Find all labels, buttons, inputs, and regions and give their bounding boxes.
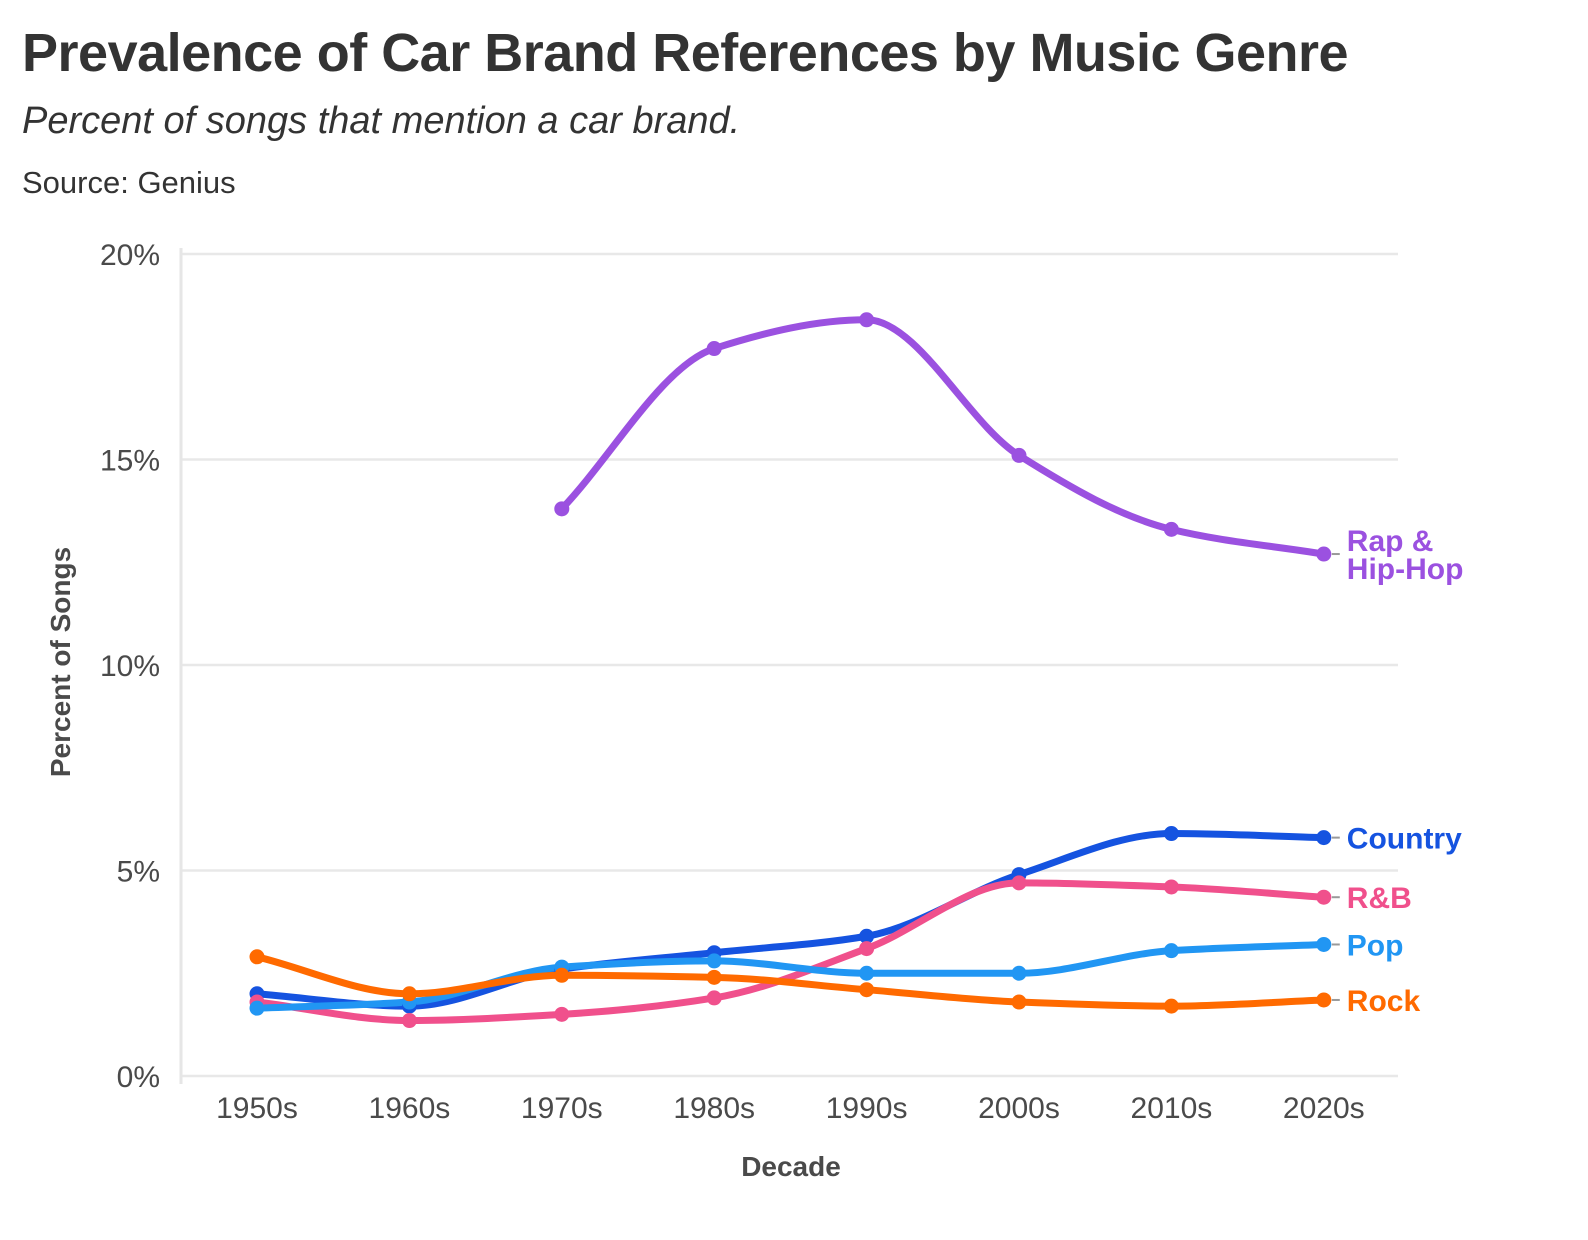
data-point-rock <box>859 982 875 998</box>
gridlines <box>181 252 1398 1078</box>
data-point-country <box>1316 830 1332 846</box>
series-line-country <box>253 830 1328 1010</box>
x-tick-label: 1970s <box>521 1092 603 1125</box>
data-point-rock <box>554 967 570 983</box>
x-tick-label: 2000s <box>978 1092 1060 1125</box>
data-point-r-b <box>859 941 875 957</box>
data-point-rock <box>1011 994 1027 1010</box>
series-line-r-b <box>253 879 1328 1025</box>
data-point-r-b <box>401 1013 417 1029</box>
chart-source: Source: Genius <box>22 165 236 200</box>
data-point-pop <box>859 965 875 981</box>
x-tick-label: 2020s <box>1283 1092 1365 1125</box>
series-points <box>249 312 1332 1029</box>
y-axis-ticks: 0% 5% 10% 15% 20% <box>100 239 160 1094</box>
data-point-r-b <box>1316 889 1332 905</box>
x-tick-label: 1980s <box>673 1092 755 1125</box>
series-label-r-b: R&B <box>1347 882 1412 915</box>
data-point-rap-hip-hop <box>1163 521 1179 537</box>
data-point-rock <box>401 986 417 1002</box>
y-axis-label: Percent of Songs <box>45 547 76 777</box>
data-point-pop <box>249 1000 265 1016</box>
data-point-pop <box>1163 943 1179 959</box>
series-lines <box>253 316 1328 1025</box>
data-point-rock <box>706 969 722 985</box>
series-line-rap-hip-hop <box>558 316 1328 558</box>
series-line-pop <box>253 940 1328 1012</box>
data-point-rap-hip-hop <box>554 501 570 517</box>
series-line-rock <box>253 953 1328 1010</box>
x-tick-label: 1960s <box>369 1092 451 1125</box>
data-point-pop <box>706 953 722 969</box>
data-point-r-b <box>554 1006 570 1022</box>
data-point-country <box>1163 826 1179 842</box>
x-axis-label: Decade <box>741 1151 841 1182</box>
series-labels: Rap & Hip-Hop Country R&B Pop Rock <box>1331 525 1464 1018</box>
x-tick-label: 1990s <box>826 1092 908 1125</box>
data-point-rock <box>1316 992 1332 1008</box>
data-point-rock <box>1163 998 1179 1014</box>
series-label-rock: Rock <box>1347 985 1421 1018</box>
series-label-rap-hip-hop: Rap & Hip-Hop <box>1347 525 1464 586</box>
data-point-pop <box>1316 936 1332 952</box>
x-tick-label: 1950s <box>216 1092 298 1125</box>
series-label-country: Country <box>1347 823 1462 856</box>
y-tick-label: 5% <box>117 856 160 889</box>
x-tick-label: 2010s <box>1131 1092 1213 1125</box>
data-point-rap-hip-hop <box>706 341 722 357</box>
data-point-country <box>859 928 875 944</box>
x-axis-ticks: 1950s 1960s 1970s 1980s 1990s 2000s 2010s 2020s <box>216 1092 1365 1125</box>
y-tick-label: 20% <box>100 239 160 272</box>
y-tick-label: 0% <box>117 1061 160 1094</box>
chart-title: Prevalence of Car Brand References by Mu… <box>22 23 1349 83</box>
y-tick-label: 15% <box>100 445 160 478</box>
data-point-pop <box>1011 965 1027 981</box>
data-point-r-b <box>706 990 722 1006</box>
data-point-r-b <box>1163 879 1179 895</box>
chart-subtitle: Percent of songs that mention a car bran… <box>22 100 741 142</box>
y-tick-label: 10% <box>100 650 160 683</box>
series-label-pop: Pop <box>1347 929 1404 962</box>
data-point-rock <box>249 949 265 965</box>
data-point-r-b <box>1011 875 1027 891</box>
data-point-rap-hip-hop <box>1011 447 1027 463</box>
data-point-rap-hip-hop <box>1316 546 1332 562</box>
data-point-rap-hip-hop <box>859 312 875 328</box>
